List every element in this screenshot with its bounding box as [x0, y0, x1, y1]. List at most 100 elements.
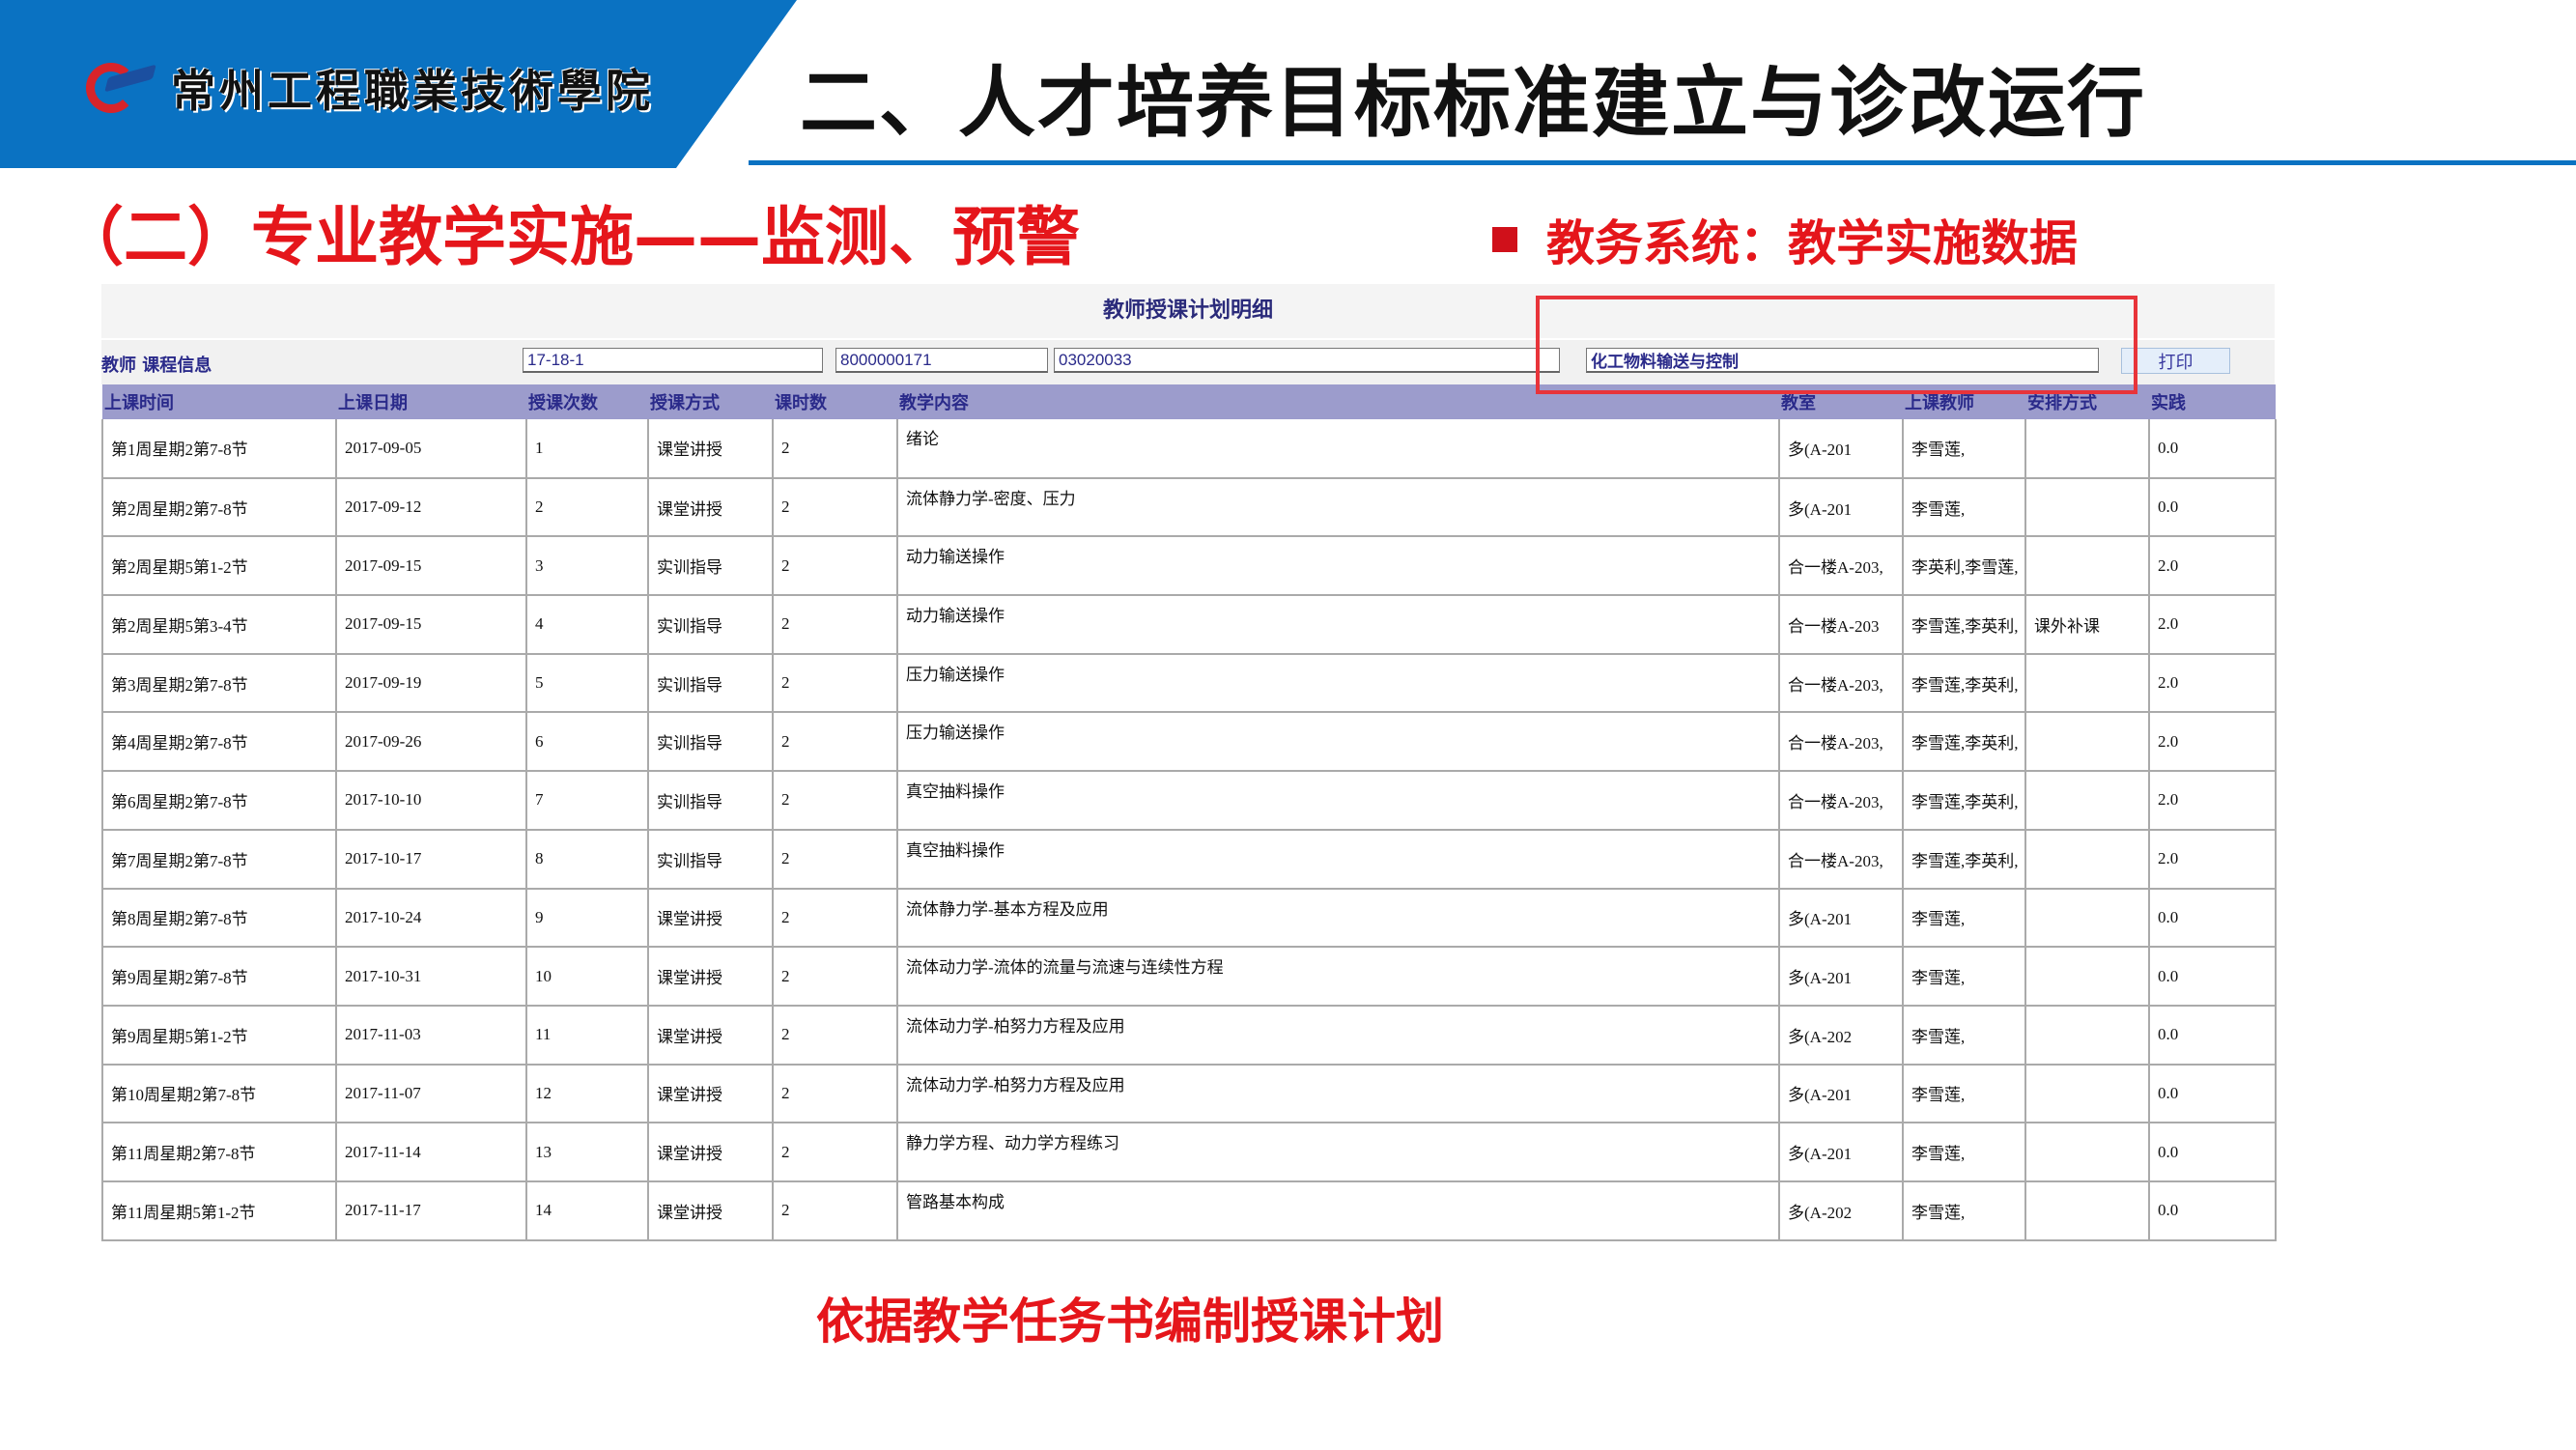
table-cell: 2.0 [2148, 653, 2277, 714]
table-cell: 2 [525, 477, 649, 538]
table-row: 第9周星期2第7-8节 2017-10-31 10 课堂讲授 2 流体动力学-流体的流量与… [101, 947, 2277, 1007]
course-code-field[interactable] [1054, 348, 1560, 373]
table-cell: 2017-09-15 [335, 536, 527, 597]
table-cell: 4 [525, 595, 649, 655]
teacher-id-field[interactable] [835, 348, 1048, 373]
table-row: 第11周星期5第1-2节 2017-11-17 14 课堂讲授 2 管路基本构成 多(A-2… [101, 1180, 2277, 1241]
table-cell: 流体动力学-柏努力方程及应用 [896, 1064, 1780, 1124]
title-divider [749, 160, 2576, 165]
table-cell: 合一楼A-203, [1778, 771, 1904, 831]
table-cell: 多(A-201 [1778, 1123, 1904, 1182]
table-cell: 第11周星期5第1-2节 [101, 1180, 337, 1241]
table-cell: 0.0 [2148, 1123, 2277, 1182]
table-cell: 李雪莲, [1902, 947, 2026, 1007]
table-cell: 李雪莲,李英利, [1902, 712, 2026, 773]
table-cell: 0.0 [2148, 477, 2277, 538]
table-cell: 2 [772, 1180, 898, 1241]
table-cell: 6 [525, 712, 649, 773]
table-cell: 2017-10-17 [335, 829, 527, 890]
table-cell: 李雪莲, [1902, 1005, 2026, 1066]
table-cell: 第2周星期5第1-2节 [101, 536, 337, 597]
table-cell: 3 [525, 536, 649, 597]
column-header: 上课日期 [336, 384, 526, 419]
table-cell: 动力输送操作 [896, 595, 1780, 655]
course-name-field[interactable] [1586, 348, 2099, 373]
table-cell: 2 [772, 536, 898, 597]
table-cell: 第3周星期2第7-8节 [101, 653, 337, 714]
table-cell: 2.0 [2148, 712, 2277, 773]
teaching-plan-table: 上课时间 上课日期 授课次数 授课方式 课时数 教学内容 教室 上课教师 安排方式 实践 第1周星… [101, 384, 2277, 1241]
table-cell: 0.0 [2148, 1005, 2277, 1066]
table-row: 第8周星期2第7-8节 2017-10-24 9 课堂讲授 2 流体静力学-基本方程及应用… [101, 888, 2277, 949]
table-cell: 0.0 [2148, 419, 2277, 479]
table-cell [2024, 1180, 2150, 1241]
table-row: 第11周星期2第7-8节 2017-11-14 13 课堂讲授 2 静力学方程、动力学方程… [101, 1123, 2277, 1182]
table-cell: 2.0 [2148, 771, 2277, 831]
table-cell [2024, 653, 2150, 714]
table-cell: 李雪莲, [1902, 477, 2026, 538]
table-cell: 5 [525, 653, 649, 714]
table-cell: 第2周星期5第3-4节 [101, 595, 337, 655]
course-info-label: 教师 课程信息 [101, 355, 212, 376]
table-cell: 12 [525, 1064, 649, 1124]
table-cell: 0.0 [2148, 1180, 2277, 1241]
table-cell: 合一楼A-203, [1778, 829, 1904, 890]
table-row: 第2周星期5第1-2节 2017-09-15 3 实训指导 2 动力输送操作 合一楼A-20… [101, 536, 2277, 597]
table-cell: 7 [525, 771, 649, 831]
table-row: 第3周星期2第7-8节 2017-09-19 5 实训指导 2 压力输送操作 合一楼A-20… [101, 653, 2277, 714]
slide-title: 二、人才培养目标标准建立与诊改运行 [800, 58, 2146, 148]
table-cell: 2 [772, 477, 898, 538]
table-cell: 课堂讲授 [647, 1064, 774, 1124]
column-header: 授课方式 [648, 384, 773, 419]
table-cell [2024, 477, 2150, 538]
table-cell: 第7周星期2第7-8节 [101, 829, 337, 890]
table-cell: 2 [772, 419, 898, 479]
table-cell [2024, 1064, 2150, 1124]
table-cell [2024, 829, 2150, 890]
table-cell: 流体静力学-密度、压力 [896, 477, 1780, 538]
table-cell: 第9周星期2第7-8节 [101, 947, 337, 1007]
table-cell: 课外补课 [2024, 595, 2150, 655]
table-cell: 李雪莲, [1902, 1064, 2026, 1124]
table-cell: 第8周星期2第7-8节 [101, 888, 337, 949]
table-cell: 9 [525, 888, 649, 949]
table-cell: 14 [525, 1180, 649, 1241]
table-cell: 2.0 [2148, 595, 2277, 655]
table-cell: 真空抽料操作 [896, 829, 1780, 890]
teaching-plan-panel: 教师授课计划明细 教师 课程信息 打印 上课时间上课日期授课次数授课方式课时数教… [101, 284, 2277, 1241]
table-cell: 多(A-201 [1778, 477, 1904, 538]
table-cell: 0.0 [2148, 947, 2277, 1007]
table-cell: 李雪莲, [1902, 888, 2026, 949]
table-cell: 第2周星期2第7-8节 [101, 477, 337, 538]
table-cell: 压力输送操作 [896, 653, 1780, 714]
table-cell: 多(A-201 [1778, 947, 1904, 1007]
table-cell: 多(A-201 [1778, 419, 1904, 479]
table-cell: 课堂讲授 [647, 888, 774, 949]
table-cell: 第11周星期2第7-8节 [101, 1123, 337, 1182]
table-cell: 多(A-201 [1778, 888, 1904, 949]
table-cell: 李雪莲,李英利, [1902, 653, 2026, 714]
table-cell: 李英利,李雪莲, [1902, 536, 2026, 597]
table-row: 第9周星期5第1-2节 2017-11-03 11 课堂讲授 2 流体动力学-柏努力方程及… [101, 1005, 2277, 1066]
table-cell [2024, 419, 2150, 479]
table-cell: 8 [525, 829, 649, 890]
table-cell: 李雪莲, [1902, 1123, 2026, 1182]
table-cell: 管路基本构成 [896, 1180, 1780, 1241]
term-field[interactable] [523, 348, 823, 373]
table-cell: 合一楼A-203, [1778, 712, 1904, 773]
table-cell: 课堂讲授 [647, 419, 774, 479]
table-cell: 第1周星期2第7-8节 [101, 419, 337, 479]
table-row: 第1周星期2第7-8节 2017-09-05 1 课堂讲授 2 绪论 多(A-201 李雪莲,… [101, 419, 2277, 479]
table-cell: 2 [772, 947, 898, 1007]
table-cell [2024, 536, 2150, 597]
print-button[interactable]: 打印 [2121, 348, 2230, 374]
footer-note: 依据教学任务书编制授课计划 [816, 1294, 1444, 1350]
table-cell: 课堂讲授 [647, 1005, 774, 1066]
table-cell: 绪论 [896, 419, 1780, 479]
table-cell: 1 [525, 419, 649, 479]
table-cell: 实训指导 [647, 829, 774, 890]
panel-title: 教师授课计划明细 [101, 284, 2275, 338]
table-cell: 课堂讲授 [647, 1123, 774, 1182]
table-cell: 2017-09-12 [335, 477, 527, 538]
highlight-box [1536, 296, 2137, 394]
